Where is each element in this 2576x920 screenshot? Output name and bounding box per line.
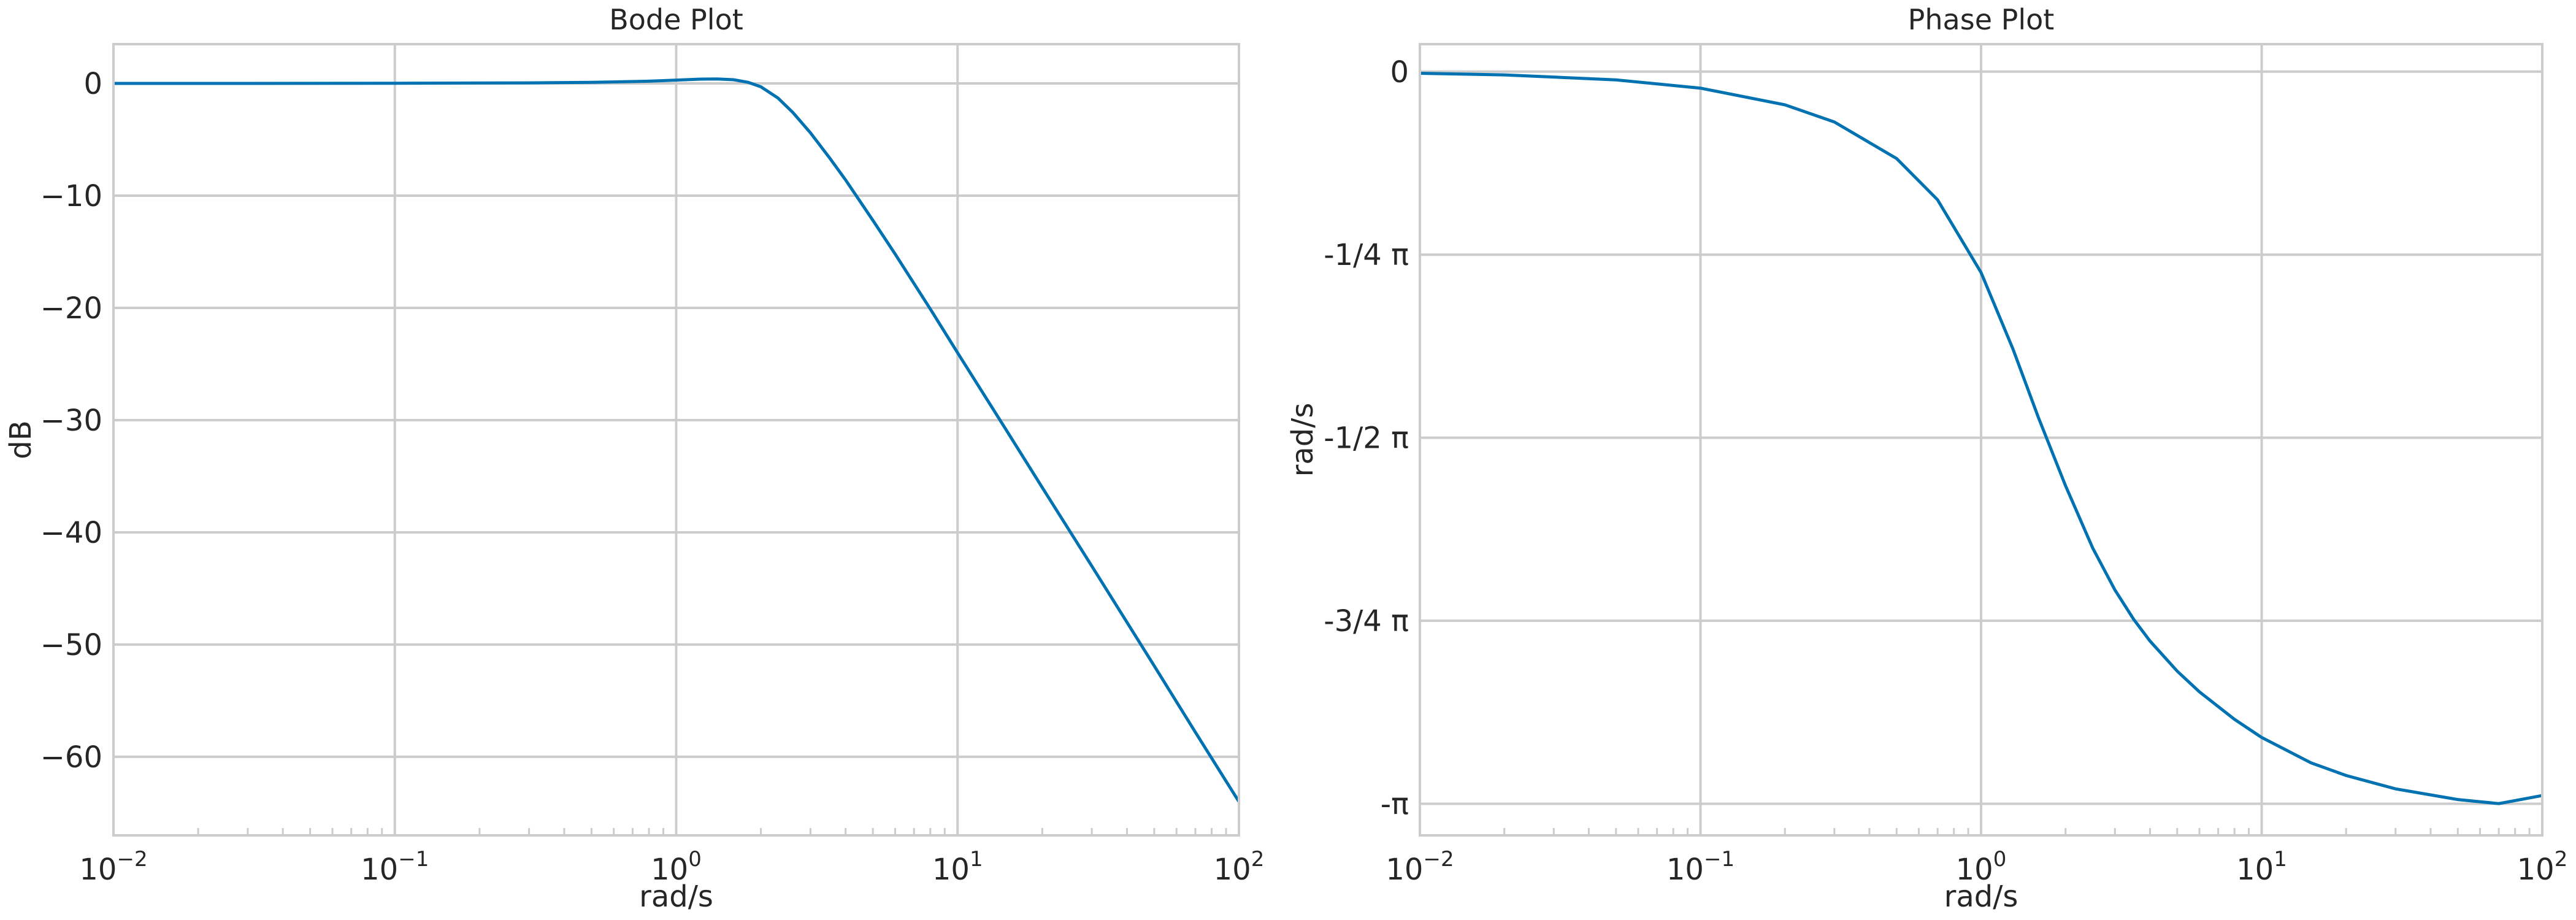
bode-x-tick-label: 10−2 bbox=[79, 847, 147, 887]
phase-x-tick-label: 100 bbox=[1956, 847, 2007, 887]
phase-y-tick-label: -1/4 π bbox=[1324, 238, 1409, 272]
bode-magnitude-line bbox=[113, 77, 1241, 803]
phase-plot-panel: 10−2 10−1 100 101 102 0-1/4 π-1/2 π-3/4 π-π … bbox=[1286, 3, 2567, 914]
phase-plot-frame bbox=[1419, 43, 2543, 837]
bode-x-tick-label: 100 bbox=[651, 847, 702, 887]
phase-x-axis-label: rad/s bbox=[1944, 880, 2018, 914]
phase-y-axis-label: rad/s bbox=[1286, 403, 1320, 477]
bode-x-tick-labels: 10−2 10−1 100 101 102 bbox=[79, 847, 1264, 887]
phase-x-tick-label: 10−2 bbox=[1386, 847, 1454, 887]
bode-y-tick-label: −50 bbox=[40, 628, 102, 662]
bode-y-tick-label: −10 bbox=[40, 179, 102, 213]
bode-x-tick-label: 102 bbox=[1214, 847, 1265, 887]
bode-x-tick-label: 101 bbox=[932, 847, 983, 887]
phase-line bbox=[1419, 72, 2543, 805]
phase-y-tick-label: -1/2 π bbox=[1324, 421, 1409, 456]
bode-plot-frame bbox=[112, 43, 1240, 837]
phase-x-tick-label: 101 bbox=[2236, 847, 2287, 887]
phase-y-tick-labels: 0 -1/4 π -1/2 π -3/4 π -π bbox=[1324, 55, 1409, 822]
bode-x-axis-label: rad/s bbox=[639, 880, 713, 914]
bode-y-tick-labels: 0 −10 −20 −30 −40 −50 −60 bbox=[40, 67, 102, 775]
bode-y-tick-label: −30 bbox=[40, 404, 102, 438]
bode-grid bbox=[112, 44, 1240, 835]
bode-y-tick-label: −20 bbox=[40, 291, 102, 326]
phase-grid bbox=[1419, 44, 2543, 835]
phase-y-tick-label: 0 bbox=[1390, 55, 1409, 90]
phase-plot-title: Phase Plot bbox=[1908, 3, 2055, 36]
phase-x-tick-label: 10−1 bbox=[1666, 847, 1735, 887]
bode-y-tick-label: −60 bbox=[40, 740, 102, 775]
bode-plot-title: Bode Plot bbox=[609, 3, 743, 36]
bode-plot-panel: 10−2 10−1 100 101 102 0 −10 −20 −30 −40 −50 −60 Bo… bbox=[4, 3, 1264, 914]
bode-x-tick-label: 10−1 bbox=[361, 847, 429, 887]
bode-y-tick-label: 0 bbox=[83, 67, 102, 101]
phase-x-tick-label: 102 bbox=[2517, 847, 2568, 887]
bode-minor-ticks bbox=[197, 828, 1227, 835]
phase-y-tick-label: -π bbox=[1381, 788, 1409, 822]
phase-y-tick-label: -3/4 π bbox=[1324, 604, 1409, 638]
phase-x-tick-labels: 10−2 10−1 100 101 102 bbox=[1386, 847, 2567, 887]
bode-y-axis-label: dB bbox=[4, 420, 38, 459]
bode-y-tick-label: −40 bbox=[40, 516, 102, 550]
